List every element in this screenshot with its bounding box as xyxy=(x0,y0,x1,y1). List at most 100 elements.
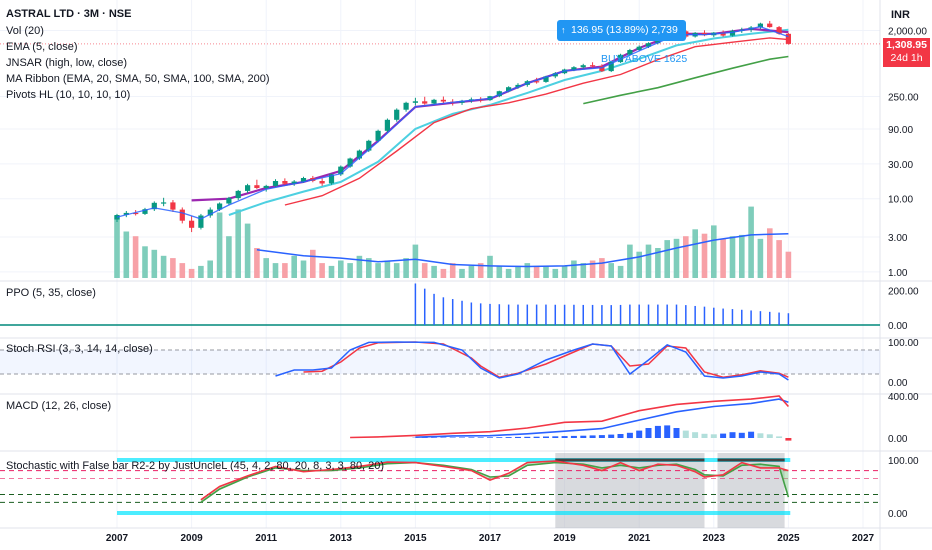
candle-up[interactable] xyxy=(543,76,549,82)
candle-up[interactable] xyxy=(617,54,624,63)
candle-up[interactable] xyxy=(608,62,614,72)
candle-up[interactable] xyxy=(300,178,307,182)
volume-bar xyxy=(543,265,549,278)
candle-down[interactable] xyxy=(590,65,596,67)
stoch-rsi-pane-label[interactable]: Stoch RSI (3, 3, 14, 14, close) xyxy=(6,343,153,355)
candle-up[interactable] xyxy=(627,50,633,55)
stoch-bottom-band xyxy=(117,511,791,515)
candle-up[interactable] xyxy=(431,99,437,104)
candle-up[interactable] xyxy=(636,46,642,50)
candle-down[interactable] xyxy=(599,66,605,72)
candle-up[interactable] xyxy=(384,119,390,131)
candle-up[interactable] xyxy=(356,150,362,159)
candle-down[interactable] xyxy=(767,23,773,28)
candle-up[interactable] xyxy=(235,190,241,199)
macd-axis-tick-label: 400.00 xyxy=(888,392,919,403)
volume-bar xyxy=(757,238,764,278)
candle-down[interactable] xyxy=(254,185,260,188)
candle-down[interactable] xyxy=(133,212,139,215)
macd-histogram-bar xyxy=(533,436,540,438)
volume-bar xyxy=(207,260,213,278)
macd-histogram-bar xyxy=(664,425,671,438)
ppo-axis-tick-label: 0.00 xyxy=(888,321,908,332)
candle-up[interactable] xyxy=(347,158,353,167)
candle-down[interactable] xyxy=(319,181,325,184)
candle-up[interactable] xyxy=(338,166,344,175)
symbol-title: ASTRAL LTD · 3M · NSE xyxy=(6,8,132,20)
volume-bar xyxy=(655,248,661,278)
volume-bar xyxy=(692,229,698,278)
volume-bar xyxy=(561,265,568,278)
candle-up[interactable] xyxy=(515,84,521,88)
volume-bar xyxy=(729,236,736,278)
volume-bar xyxy=(319,263,325,278)
candle-up[interactable] xyxy=(506,87,512,92)
volume-bar xyxy=(533,265,540,278)
candle-up[interactable] xyxy=(496,91,502,97)
candle-up[interactable] xyxy=(245,185,251,191)
price-axis-tick-label: 3.00 xyxy=(888,233,908,244)
candle-down[interactable] xyxy=(785,33,791,44)
candle-up[interactable] xyxy=(729,30,736,36)
candle-down[interactable] xyxy=(179,209,185,221)
candle-up[interactable] xyxy=(328,174,335,184)
candle-up[interactable] xyxy=(142,209,148,214)
volume-bar xyxy=(235,209,241,278)
indicator-ema[interactable]: EMA (5, close) xyxy=(6,41,78,53)
candle-up[interactable] xyxy=(580,65,586,68)
candle-up[interactable] xyxy=(151,202,157,210)
candle-up[interactable] xyxy=(757,23,763,28)
candle-up[interactable] xyxy=(366,140,372,151)
candle-up[interactable] xyxy=(552,73,558,77)
volume-bar xyxy=(664,240,670,278)
candle-up[interactable] xyxy=(394,109,400,120)
candle-down[interactable] xyxy=(534,81,540,83)
candle-up[interactable] xyxy=(571,67,577,70)
currency-label[interactable]: INR xyxy=(891,9,910,21)
macd-histogram-bar xyxy=(468,437,475,438)
macd-histogram-bar xyxy=(692,432,699,438)
volume-bar xyxy=(701,233,708,278)
indicator-pivots[interactable]: Pivots HL (10, 10, 10, 10) xyxy=(6,89,131,101)
candle-up[interactable] xyxy=(207,209,213,216)
candle-up[interactable] xyxy=(226,198,232,204)
candle-up[interactable] xyxy=(263,185,269,189)
macd-histogram-bar xyxy=(552,436,559,438)
candle-up[interactable] xyxy=(291,181,297,184)
candle-down[interactable] xyxy=(720,32,726,36)
macd-histogram-bar xyxy=(617,434,624,438)
candle-up[interactable] xyxy=(645,43,652,47)
candle-up[interactable] xyxy=(655,38,661,44)
measure-tooltip[interactable]: ↑ 136.95 (13.89%) 2,739 xyxy=(557,20,686,41)
volume-bar xyxy=(599,258,605,278)
candle-down[interactable] xyxy=(422,101,428,104)
candle-up[interactable] xyxy=(123,212,129,215)
candle-down[interactable] xyxy=(440,99,446,102)
volume-bar xyxy=(748,206,754,278)
indicator-vol[interactable]: Vol (20) xyxy=(6,25,44,37)
candle-up[interactable] xyxy=(198,215,204,228)
candle-up[interactable] xyxy=(114,215,120,220)
volume-bar xyxy=(328,265,335,278)
macd-pane-label[interactable]: MACD (12, 26, close) xyxy=(6,400,112,412)
stochastic-false-bar-pane-label[interactable]: Stochastic with False bar R2-2 by JustUn… xyxy=(6,460,385,472)
indicator-jnsar[interactable]: JNSAR (high, low, close) xyxy=(6,57,128,69)
candle-down[interactable] xyxy=(282,181,288,184)
candle-up[interactable] xyxy=(217,203,223,210)
volume-bar xyxy=(524,263,531,278)
candle-up[interactable] xyxy=(412,101,418,103)
price-tag-value: 1,308.95 xyxy=(886,39,927,51)
candle-up[interactable] xyxy=(375,130,381,141)
candle-up[interactable] xyxy=(272,181,279,186)
ppo-pane-label[interactable]: PPO (5, 35, close) xyxy=(6,287,96,299)
macd-histogram-bar xyxy=(589,435,596,438)
volume-bar xyxy=(347,263,353,278)
indicator-ma-ribbon[interactable]: MA Ribbon (EMA, 20, SMA, 50, SMA, 100, S… xyxy=(6,73,270,85)
volume-bar xyxy=(300,260,307,278)
candle-down[interactable] xyxy=(776,27,782,34)
candle-up[interactable] xyxy=(403,102,409,110)
candle-up[interactable] xyxy=(161,202,167,204)
volume-bar xyxy=(160,255,167,278)
candle-down[interactable] xyxy=(170,202,176,210)
candle-down[interactable] xyxy=(189,220,195,228)
